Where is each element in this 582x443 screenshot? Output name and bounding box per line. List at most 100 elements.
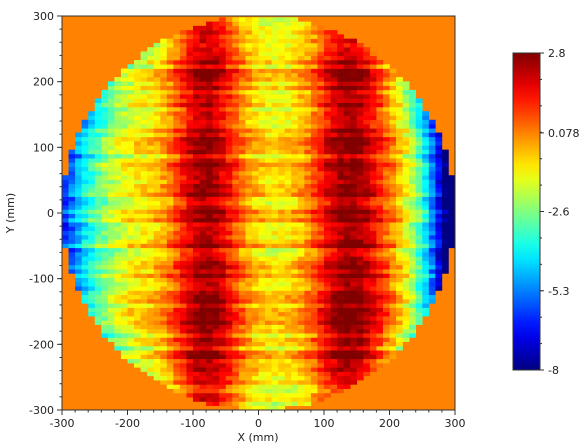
heatmap-cell: [245, 17, 253, 22]
heatmap-cell: [101, 145, 109, 150]
heatmap-cell: [120, 106, 128, 112]
heatmap-cell: [310, 153, 318, 159]
heatmap-cell: [193, 47, 200, 52]
heatmap-cell: [304, 153, 312, 159]
heatmap-cell: [435, 192, 443, 197]
heatmap-cell: [238, 183, 246, 189]
heatmap-cell: [402, 209, 410, 214]
heatmap-cell: [120, 175, 128, 180]
heatmap-cell: [245, 21, 253, 27]
heatmap-cell: [317, 354, 325, 360]
heatmap-cell: [94, 102, 102, 108]
heatmap-cell: [350, 128, 358, 133]
heatmap-cell: [186, 85, 194, 91]
heatmap-cell: [94, 196, 102, 202]
heatmap-cell: [389, 111, 397, 116]
heatmap-cell: [206, 316, 213, 321]
heatmap-cell: [107, 247, 115, 253]
heatmap-cell: [304, 239, 312, 244]
heatmap-cell: [271, 42, 279, 48]
heatmap-cell: [120, 209, 128, 214]
heatmap-cell: [173, 222, 181, 227]
heatmap-cell: [219, 222, 227, 227]
heatmap-cell: [206, 55, 213, 61]
heatmap-cell: [330, 196, 338, 202]
heatmap-cell: [343, 337, 351, 343]
heatmap-cell: [179, 217, 187, 223]
heatmap-cell: [343, 85, 351, 91]
heatmap-cell: [245, 72, 253, 78]
heatmap-cell: [101, 205, 109, 210]
heatmap-cell: [402, 132, 410, 138]
heatmap-cell: [376, 222, 384, 227]
heatmap-cell: [258, 256, 266, 261]
heatmap-cell: [120, 188, 128, 193]
heatmap-cell: [179, 115, 187, 121]
heatmap-cell: [88, 179, 96, 185]
heatmap-cell: [107, 175, 115, 180]
heatmap-cell: [382, 226, 390, 232]
heatmap-cell: [376, 247, 384, 253]
heatmap-cell: [107, 192, 115, 197]
heatmap-cell: [284, 21, 292, 27]
heatmap-cell: [120, 333, 128, 338]
heatmap-cell: [304, 380, 312, 385]
heatmap-cell: [291, 17, 299, 22]
heatmap-cell: [278, 363, 285, 368]
heatmap-cell: [147, 115, 154, 121]
heatmap-cell: [291, 42, 299, 48]
heatmap-cell: [278, 230, 285, 236]
heatmap-cell: [153, 106, 161, 112]
heatmap-cell: [337, 145, 344, 150]
heatmap-cell: [193, 38, 200, 44]
heatmap-cell: [94, 281, 102, 287]
heatmap-cell: [232, 119, 240, 125]
heatmap-cell: [134, 192, 141, 197]
heatmap-cell: [68, 269, 76, 274]
heatmap-cell: [271, 132, 279, 138]
heatmap-cell: [389, 183, 397, 189]
heatmap-cell: [219, 166, 227, 172]
heatmap-cell: [114, 260, 122, 266]
heatmap-cell: [337, 209, 344, 214]
heatmap-cell: [428, 264, 436, 270]
heatmap-cell: [317, 371, 325, 377]
heatmap-cell: [258, 192, 266, 197]
heatmap-cell: [291, 192, 299, 197]
heatmap-cell: [337, 375, 344, 381]
heatmap-cell: [153, 243, 161, 249]
heatmap-cell: [324, 119, 331, 125]
heatmap-cell: [324, 324, 331, 330]
heatmap-cell: [409, 192, 416, 197]
heatmap-cell: [219, 264, 227, 270]
heatmap-cell: [186, 324, 194, 330]
heatmap-cell: [134, 111, 141, 116]
heatmap-cell: [382, 234, 390, 240]
heatmap-cell: [428, 141, 436, 146]
heatmap-cell: [179, 384, 187, 389]
heatmap-cell: [324, 328, 331, 334]
heatmap-cell: [245, 363, 253, 368]
heatmap-cell: [369, 320, 377, 325]
heatmap-cell: [147, 179, 154, 185]
heatmap-cell: [160, 119, 168, 125]
heatmap-cell: [278, 222, 285, 227]
heatmap-cell: [251, 286, 259, 291]
heatmap-cell: [232, 170, 240, 176]
heatmap-cell: [225, 384, 233, 389]
heatmap-cell: [428, 192, 436, 197]
heatmap-cell: [81, 264, 89, 270]
heatmap-cell: [238, 72, 246, 78]
heatmap-cell: [75, 209, 82, 214]
heatmap-cell: [428, 247, 436, 253]
heatmap-cell: [199, 252, 207, 257]
heatmap-cell: [101, 124, 109, 129]
heatmap-cell: [389, 273, 397, 278]
heatmap-cell: [199, 141, 207, 146]
heatmap-cell: [101, 307, 109, 313]
heatmap-cell: [369, 124, 377, 129]
heatmap-cell: [193, 115, 200, 121]
heatmap-cell: [363, 316, 371, 321]
heatmap-cell: [304, 226, 312, 232]
heatmap-cell: [297, 124, 305, 129]
